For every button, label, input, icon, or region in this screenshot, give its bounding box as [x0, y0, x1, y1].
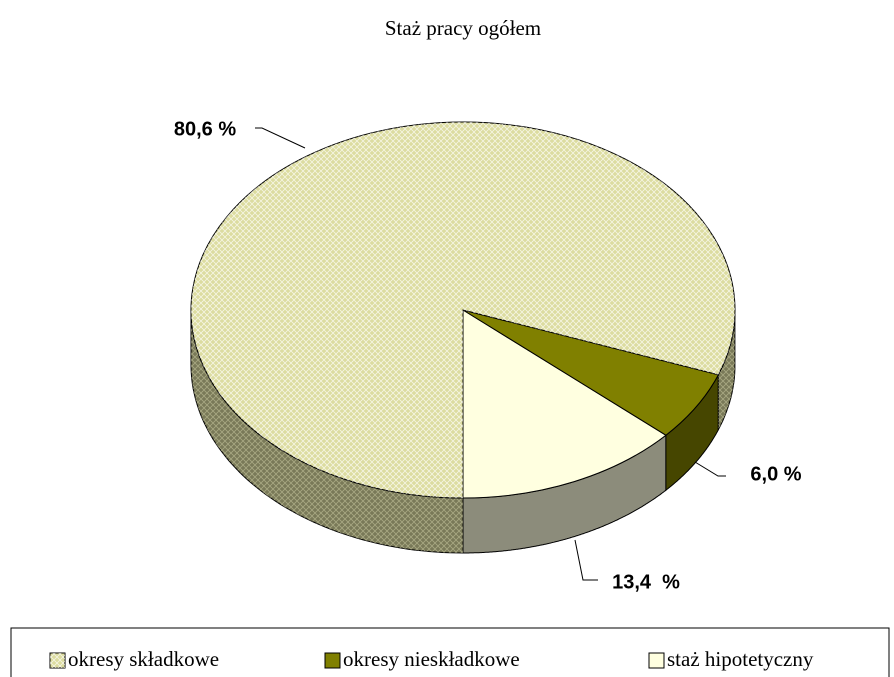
chart-title: Staż pracy ogółem — [385, 16, 541, 40]
legend-box — [10, 627, 890, 677]
legend-label: staż hipotetyczny — [667, 647, 814, 671]
leader-line — [694, 461, 726, 477]
legend-swatch — [324, 652, 341, 669]
legend-swatch-hatch — [50, 653, 65, 668]
leader-line — [255, 127, 306, 149]
leader-line — [574, 539, 598, 581]
legend-label: okresy składkowe — [68, 647, 219, 671]
legend-swatch — [648, 652, 665, 669]
data-label: 6,0 % — [750, 463, 801, 485]
legend-label: okresy nieskładkowe — [343, 647, 520, 671]
slice — [462, 309, 667, 499]
slice-hatch — [191, 121, 735, 498]
data-label: 80,6 % — [174, 118, 236, 140]
data-label: 13,4 % — [612, 571, 680, 593]
slice-side-hatch — [718, 314, 735, 430]
